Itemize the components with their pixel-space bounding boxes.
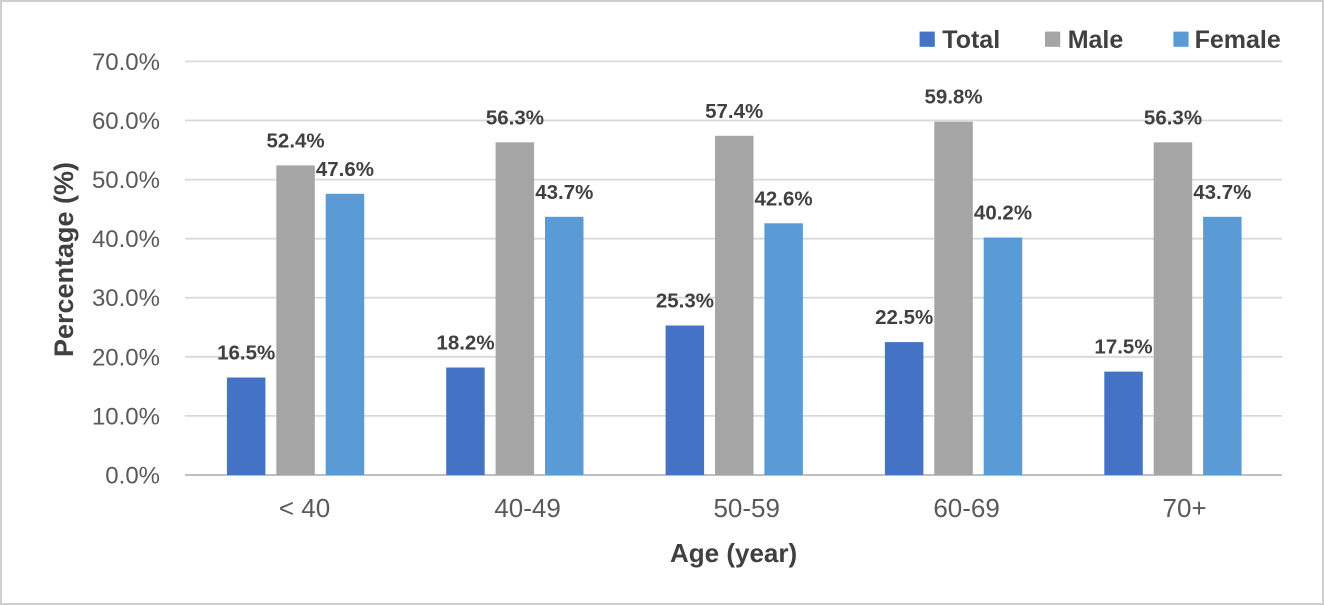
- svg-text:22.5%: 22.5%: [875, 306, 933, 329]
- svg-text:Total: Total: [942, 26, 1000, 54]
- svg-text:52.4%: 52.4%: [267, 129, 325, 152]
- svg-text:20.0%: 20.0%: [92, 344, 160, 371]
- svg-text:30.0%: 30.0%: [92, 285, 160, 312]
- svg-text:16.5%: 16.5%: [217, 342, 275, 365]
- svg-text:57.4%: 57.4%: [705, 100, 763, 123]
- svg-text:Female: Female: [1195, 26, 1281, 54]
- svg-text:43.7%: 43.7%: [535, 181, 593, 204]
- svg-text:Male: Male: [1068, 26, 1124, 54]
- svg-text:56.3%: 56.3%: [486, 106, 544, 129]
- svg-text:40.0%: 40.0%: [92, 226, 160, 253]
- svg-text:17.5%: 17.5%: [1094, 336, 1152, 359]
- svg-text:40-49: 40-49: [494, 493, 561, 523]
- svg-text:50.0%: 50.0%: [92, 167, 160, 194]
- svg-text:0.0%: 0.0%: [105, 463, 160, 490]
- svg-text:60.0%: 60.0%: [92, 108, 160, 135]
- svg-text:50-59: 50-59: [713, 493, 780, 523]
- svg-text:< 40: < 40: [279, 493, 330, 523]
- svg-text:25.3%: 25.3%: [656, 290, 714, 313]
- svg-text:18.2%: 18.2%: [436, 332, 494, 355]
- svg-text:Age (year): Age (year): [670, 538, 797, 568]
- svg-text:56.3%: 56.3%: [1144, 106, 1202, 129]
- svg-text:10.0%: 10.0%: [92, 403, 160, 430]
- svg-text:60-69: 60-69: [933, 493, 1000, 523]
- svg-text:Percentage (%): Percentage (%): [49, 162, 79, 357]
- svg-text:42.6%: 42.6%: [755, 187, 813, 210]
- svg-text:40.2%: 40.2%: [974, 202, 1032, 225]
- svg-text:70+: 70+: [1163, 493, 1207, 523]
- svg-text:47.6%: 47.6%: [316, 158, 374, 181]
- svg-text:70.0%: 70.0%: [92, 49, 160, 76]
- svg-text:43.7%: 43.7%: [1193, 181, 1251, 204]
- svg-text:59.8%: 59.8%: [925, 86, 983, 109]
